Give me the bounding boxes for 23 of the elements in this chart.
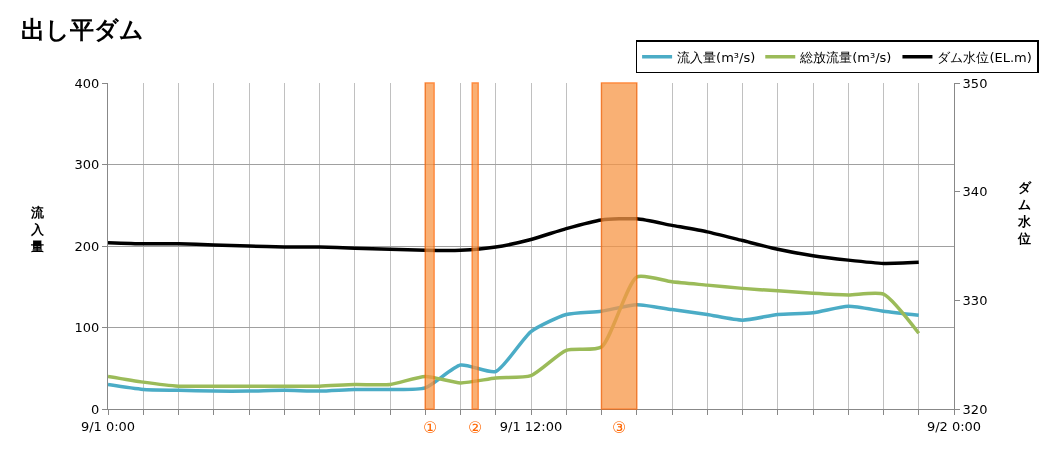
y2-tick-label: 330 bbox=[962, 292, 988, 308]
y-tick-label: 200 bbox=[74, 238, 100, 254]
y2-axis-title: ダム水位 bbox=[1017, 180, 1032, 246]
y2-tick-label: 350 bbox=[962, 75, 988, 91]
x-tick-label: 9/1 0:00 bbox=[80, 418, 136, 434]
band-label: ① bbox=[423, 418, 438, 437]
y-tick-label: 300 bbox=[74, 157, 100, 173]
x-tick-label: 9/2 0:00 bbox=[926, 418, 982, 434]
line-series bbox=[108, 216, 921, 266]
y-tick-label: 0 bbox=[91, 401, 100, 417]
chart-title: 出し平ダム bbox=[21, 15, 145, 44]
legend-label: ダム水位(EL.m) bbox=[937, 49, 1032, 65]
y2-tick-label: 320 bbox=[962, 401, 988, 417]
y2-tick-label: 340 bbox=[962, 184, 988, 200]
line-series bbox=[108, 302, 921, 393]
band-label: ③ bbox=[612, 418, 627, 437]
x-tick-label: 9/1 12:00 bbox=[499, 418, 563, 434]
legend-label: 総放流量(m³/s) bbox=[799, 49, 892, 65]
legend-label: 流入量(m³/s) bbox=[677, 49, 756, 65]
y-tick-label: 100 bbox=[74, 320, 100, 336]
y-axis-title: 流入量 bbox=[30, 205, 45, 254]
y-tick-label: 400 bbox=[74, 75, 100, 91]
band-label: ② bbox=[468, 418, 483, 437]
